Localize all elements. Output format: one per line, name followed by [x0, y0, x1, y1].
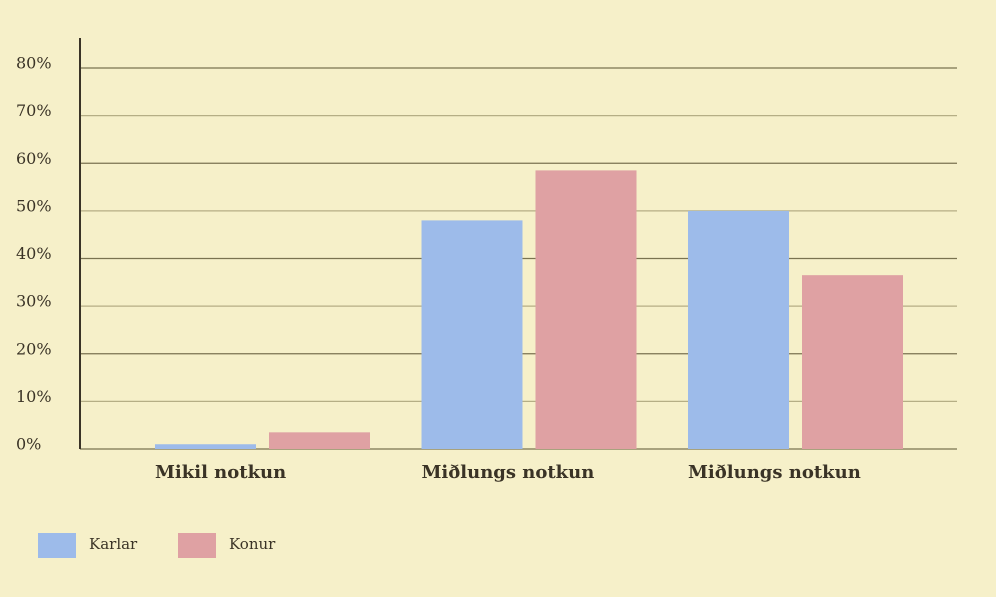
x-tick-label: Mikil notkun	[155, 462, 286, 483]
bar	[802, 275, 903, 449]
legend-label: Karlar	[89, 535, 138, 553]
bar	[688, 210, 789, 449]
bar	[155, 444, 256, 449]
y-tick-label: 0%	[16, 435, 41, 454]
legend-label: Konur	[229, 535, 276, 553]
y-tick-label: 10%	[16, 387, 52, 406]
y-tick-label: 80%	[16, 54, 52, 73]
legend-swatch	[178, 533, 216, 558]
legend-swatch	[38, 533, 76, 558]
y-tick-label: 50%	[16, 196, 52, 215]
bar	[535, 170, 637, 450]
bar	[269, 432, 370, 449]
y-tick-label: 70%	[16, 101, 52, 120]
y-tick-label: 40%	[16, 244, 52, 263]
y-tick-label: 20%	[16, 339, 52, 358]
y-tick-label: 30%	[16, 292, 52, 311]
x-tick-label: Miðlungs notkun	[422, 462, 595, 483]
x-tick-label: Miðlungs notkun	[688, 462, 861, 483]
bar	[421, 220, 523, 449]
y-tick-label: 60%	[16, 149, 52, 168]
